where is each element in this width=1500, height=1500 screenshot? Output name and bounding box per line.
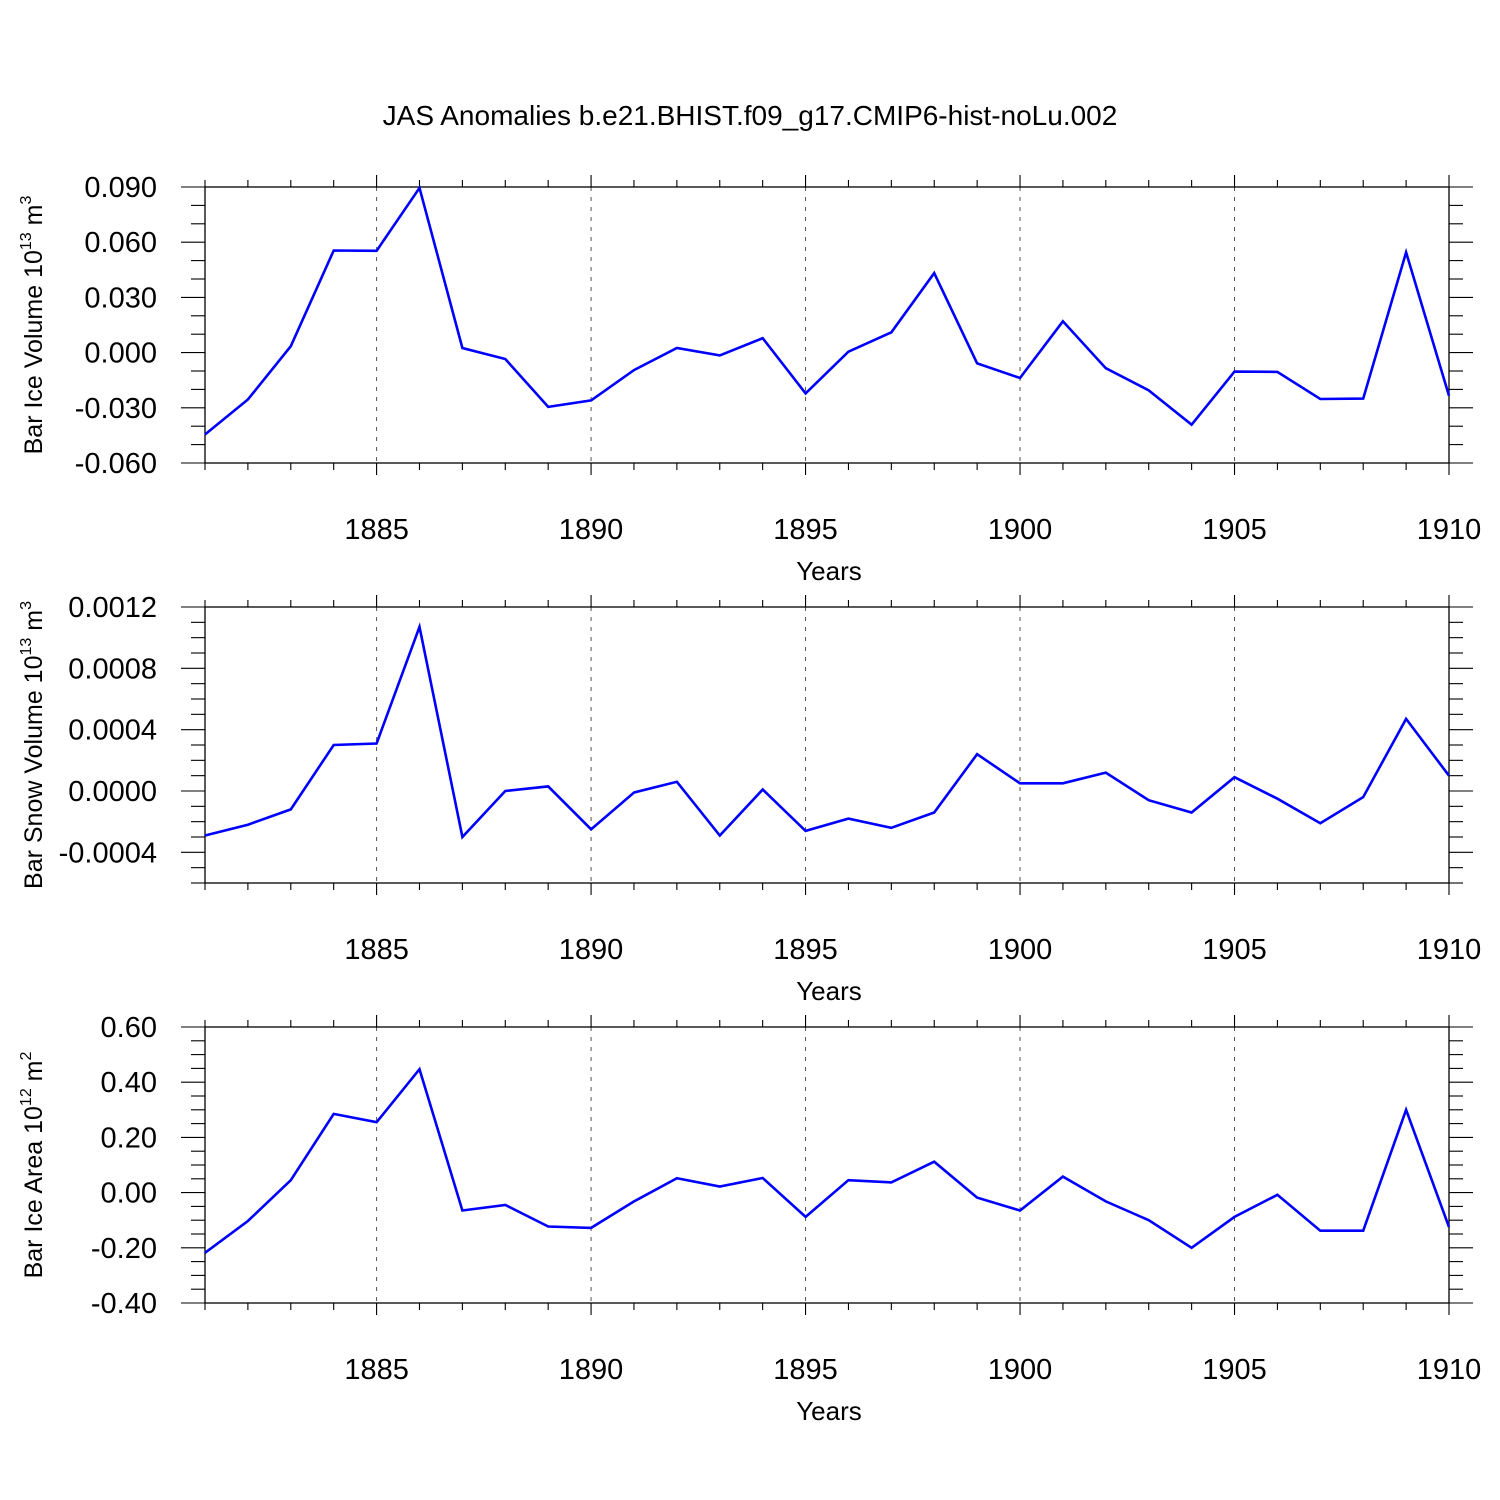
x-tick-label: 1895: [773, 1354, 838, 1386]
chart-panels: 1885 1890 1895 1900 1905 1910 -0.060 -0.030 0.00…: [18, 172, 1481, 1426]
x-tick-label: 1910: [1417, 934, 1482, 966]
y-axis-title-unit: m: [20, 205, 48, 233]
y-tick-label: 0.0012: [68, 592, 157, 624]
plot-frame: [204, 186, 1450, 464]
data-line: [204, 1066, 1451, 1254]
chart-panel-1: 1885 1890 1895 1900 1905 1910 -0.060 -0.030 0.00…: [18, 172, 1481, 586]
y-tick-label: -0.20: [91, 1233, 157, 1265]
x-tick-label: 1895: [773, 934, 838, 966]
y-axis-title-text: Bar Snow Volume 10: [20, 656, 48, 889]
y-tick-label: -0.0004: [59, 837, 157, 869]
y-axis-title: Bar Snow Volume 1013 m3: [18, 601, 48, 889]
data-line: [204, 622, 1451, 840]
y-tick-label: 0.40: [101, 1067, 157, 1099]
y-axis-title-unit-exponent: 3: [18, 601, 35, 610]
x-tick-label: 1885: [344, 934, 409, 966]
y-tick-label: 0.0008: [68, 653, 157, 685]
y-tick-label: -0.060: [75, 448, 157, 480]
x-tick-label: 1905: [1202, 1354, 1267, 1386]
x-tick-label: 1890: [559, 934, 624, 966]
y-axis-title-exponent: 12: [18, 1088, 35, 1106]
chart-panel-2: 1885 1890 1895 1900 1905 1910 -0.0004 0.0000 0.0…: [18, 592, 1481, 1006]
x-axis-title: Years: [796, 1396, 862, 1426]
y-tick-label: 0.090: [84, 172, 157, 204]
y-tick-label: 0.00: [101, 1178, 157, 1210]
x-tick-label: 1910: [1417, 1354, 1482, 1386]
y-tick-label: 0.20: [101, 1122, 157, 1154]
plot-frame: [204, 606, 1450, 884]
x-tick-label: 1890: [559, 514, 624, 546]
y-tick-label: 0.000: [84, 338, 157, 370]
y-tick-label: -0.030: [75, 393, 157, 425]
y-axis-title: Bar Ice Area 1012 m2: [18, 1052, 48, 1279]
y-axis-title-unit: m: [20, 610, 48, 638]
x-tick-label: 1885: [344, 1354, 409, 1386]
y-tick-label: 0.030: [84, 282, 157, 314]
x-tick-label: 1905: [1202, 934, 1267, 966]
x-tick-label: 1900: [988, 934, 1053, 966]
plot-frame: [204, 1026, 1450, 1304]
y-tick-label: 0.0000: [68, 776, 157, 808]
y-axis-title: Bar Ice Volume 1013 m3: [18, 196, 48, 455]
y-tick-label: -0.40: [91, 1288, 157, 1320]
y-axis-title-exponent: 13: [18, 232, 35, 250]
x-axis-title: Years: [796, 556, 862, 586]
x-tick-label: 1905: [1202, 514, 1267, 546]
y-axis-title-text: Bar Ice Area 10: [20, 1106, 48, 1278]
x-tick-label: 1900: [988, 514, 1053, 546]
x-tick-label: 1900: [988, 1354, 1053, 1386]
y-axis-title-exponent: 13: [18, 638, 35, 656]
x-axis-title: Years: [796, 976, 862, 1006]
y-axis-title-unit-exponent: 2: [18, 1052, 35, 1061]
data-line: [204, 184, 1451, 436]
x-tick-label: 1885: [344, 514, 409, 546]
y-tick-label: 0.60: [101, 1012, 157, 1044]
y-tick-label: 0.0004: [68, 715, 157, 747]
y-axis-title-text: Bar Ice Volume 10: [20, 250, 48, 454]
x-tick-label: 1890: [559, 1354, 624, 1386]
x-tick-label: 1910: [1417, 514, 1482, 546]
y-tick-label: 0.060: [84, 227, 157, 259]
chart-panel-3: 1885 1890 1895 1900 1905 1910 -0.40 -0.20 0.00 0.…: [18, 1012, 1481, 1426]
chart-title: JAS Anomalies b.e21.BHIST.f09_g17.CMIP6-…: [383, 100, 1118, 131]
y-axis-title-unit: m: [20, 1061, 48, 1089]
y-axis-title-unit-exponent: 3: [18, 196, 35, 205]
x-tick-label: 1895: [773, 514, 838, 546]
